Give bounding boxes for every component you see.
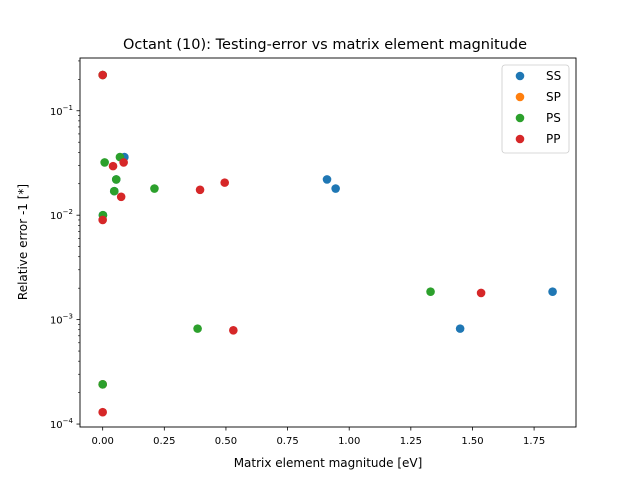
plot-points <box>98 70 557 417</box>
x-tick-label: 1.75 <box>523 436 545 447</box>
data-point-pp <box>98 215 107 225</box>
data-point-pp <box>108 161 118 171</box>
data-point-ss <box>331 184 340 193</box>
data-point-ps <box>193 324 202 333</box>
data-point-ps <box>98 380 107 389</box>
legend-box <box>501 64 570 154</box>
chart-title: Octant (10): Testing-error vs matrix ele… <box>123 37 527 53</box>
y-tick-exponent: −2 <box>63 208 73 216</box>
data-point-pp <box>98 407 107 417</box>
data-point-pp <box>116 192 126 202</box>
x-tick-label: 1.00 <box>338 436 360 447</box>
data-point-pp <box>220 178 230 187</box>
x-tick-label: 0.50 <box>215 436 237 447</box>
x-tick-label: 0.25 <box>153 436 175 447</box>
x-tick-label: 0.75 <box>276 436 298 447</box>
legend-marker-pp <box>515 134 525 144</box>
y-axis-label: Relative error -1 [*] <box>16 184 30 300</box>
data-point-ss <box>322 175 332 184</box>
data-point-pp <box>195 185 205 195</box>
y-tick-label: 10−4 <box>50 417 74 431</box>
legend-marker-sp <box>515 92 525 102</box>
y-tick-base: 10 <box>50 107 63 118</box>
data-point-pp <box>476 288 486 298</box>
y-tick-label: 10−1 <box>50 104 73 118</box>
axes-frame <box>79 57 577 428</box>
data-point-ps <box>109 186 119 196</box>
x-axis-ticks: 0.00 0.25 0.50 0.75 1.00 1.25 1.50 1.75 <box>92 427 545 447</box>
legend-marker-ps <box>515 113 525 123</box>
data-point-pp <box>119 158 128 167</box>
data-point-ss <box>455 324 465 333</box>
y-tick-exponent: −1 <box>63 104 73 112</box>
data-point-pp <box>98 70 107 80</box>
legend-label-pp: PP <box>546 132 560 146</box>
data-point-ps <box>150 184 159 193</box>
y-tick-label: 10−2 <box>50 208 73 222</box>
x-tick-label: 1.50 <box>461 436 483 447</box>
y-tick-base: 10 <box>50 420 63 431</box>
y-tick-label: 10−3 <box>50 313 73 327</box>
data-point-ps <box>100 158 109 167</box>
legend-marker-ss <box>515 71 525 81</box>
legend: SS SP PS PP <box>501 64 570 154</box>
y-tick-exponent: −4 <box>63 417 74 425</box>
y-tick-base: 10 <box>50 316 63 327</box>
data-point-ps <box>111 175 121 184</box>
x-tick-label: 1.25 <box>400 436 422 447</box>
data-point-ps <box>426 287 435 297</box>
legend-label-sp: SP <box>546 90 561 104</box>
data-point-pp <box>229 326 238 335</box>
legend-label-ps: PS <box>546 111 561 125</box>
y-axis-ticks: 10−410−310−210−1 <box>50 60 80 431</box>
x-tick-label: 0.00 <box>92 436 114 447</box>
legend-label-ss: SS <box>546 69 561 83</box>
y-tick-base: 10 <box>50 211 63 222</box>
x-axis-label: Matrix element magnitude [eV] <box>234 456 423 470</box>
y-tick-exponent: −3 <box>63 313 73 321</box>
data-point-ss <box>548 287 557 297</box>
